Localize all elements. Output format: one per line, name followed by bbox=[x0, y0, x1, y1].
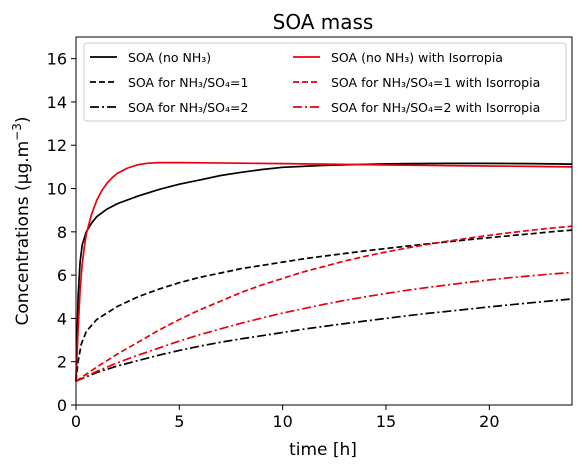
legend-box bbox=[83, 42, 567, 122]
x-tick-label: 20 bbox=[479, 412, 499, 431]
svg-text:Concentrations (μg.m−3): Concentrations (μg.m−3) bbox=[10, 116, 33, 325]
series-line-3 bbox=[75, 298, 573, 382]
legend-label: SOA for NH₃/SO₄=2 with Isorropia bbox=[331, 100, 540, 115]
plot-lines bbox=[75, 161, 573, 382]
y-tick-label: 8 bbox=[57, 223, 67, 242]
y-tick-label: 12 bbox=[47, 136, 67, 155]
plot-frame bbox=[75, 36, 573, 406]
legend: SOA (no NH₃) SOA for NH₃/SO₄=1 SOA for NH₃… bbox=[83, 42, 567, 122]
series-line-2 bbox=[75, 229, 573, 382]
axis-ticks: 0 5 10 15 20 0 2 4 6 8 10 12 14 16 bbox=[47, 50, 500, 431]
y-tick-label: 14 bbox=[47, 93, 67, 112]
series-line-4 bbox=[75, 161, 573, 382]
legend-label: SOA (no NH₃) bbox=[128, 50, 211, 65]
series-line-6 bbox=[75, 271, 573, 382]
x-tick-label: 0 bbox=[71, 412, 81, 431]
chart-title: SOA mass bbox=[273, 10, 374, 34]
y-tick-label: 2 bbox=[57, 353, 67, 372]
legend-label: SOA for NH₃/SO₄=1 bbox=[128, 75, 248, 90]
legend-label: SOA for NH₃/SO₄=2 bbox=[128, 100, 248, 115]
series-line-1 bbox=[75, 162, 573, 382]
legend-label: SOA (no NH₃) with Isorropia bbox=[331, 50, 503, 65]
x-tick-label: 10 bbox=[272, 412, 292, 431]
y-tick-label: 0 bbox=[57, 396, 67, 415]
legend-label: SOA for NH₃/SO₄=1 with Isorropia bbox=[331, 75, 540, 90]
y-tick-label: 10 bbox=[47, 180, 67, 199]
x-tick-label: 5 bbox=[174, 412, 184, 431]
series-line-5 bbox=[75, 225, 573, 382]
y-tick-label: 4 bbox=[57, 309, 67, 328]
x-axis-label: time [h] bbox=[289, 440, 357, 460]
y-tick-label: 16 bbox=[47, 50, 67, 69]
y-axis-label: Concentrations (μg.m−3) bbox=[10, 116, 33, 325]
x-tick-label: 15 bbox=[376, 412, 396, 431]
y-tick-label: 6 bbox=[57, 266, 67, 285]
